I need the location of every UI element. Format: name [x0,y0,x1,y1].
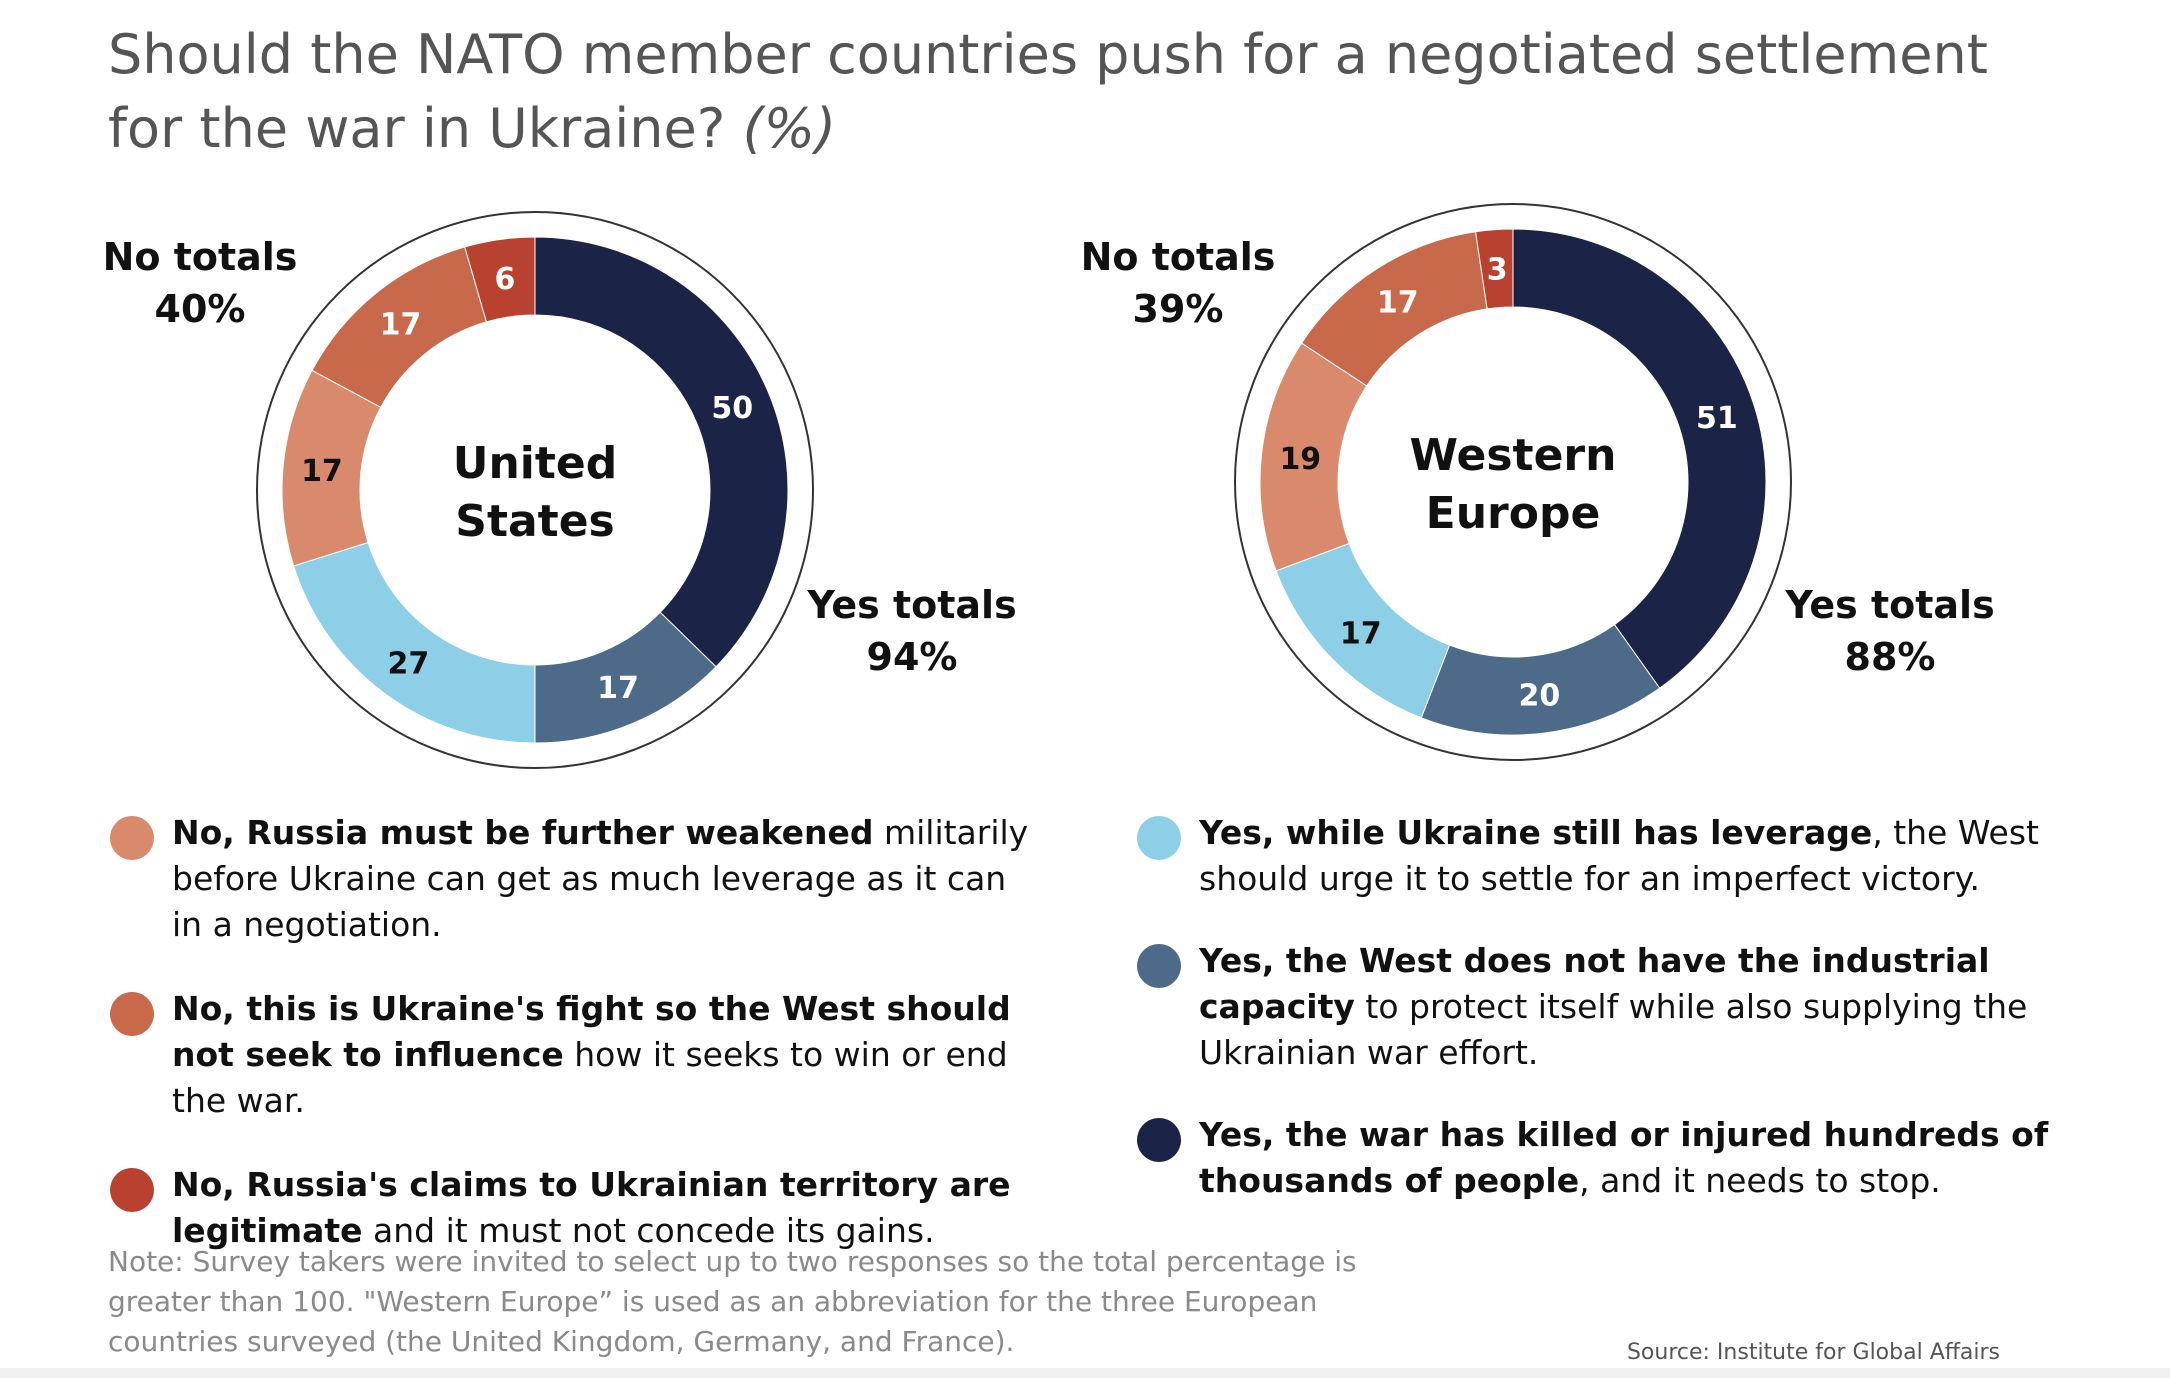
us-slice-label-no_weakened: 17 [301,454,343,489]
legend-swatch-no-claims-legit [110,1168,154,1212]
legend-swatch-yes-killed [1137,1118,1181,1162]
us-no-totals-value: 40% [155,287,246,331]
us-slice-yes_killed [534,236,789,668]
us-guide-ring [256,211,814,769]
legend-bold-no-claims-legit: No, Russia's claims to Ukrainian territo… [172,1165,1011,1250]
legend-text-yes-killed: , and it needs to stop. [1579,1161,1941,1200]
legend-swatch-no-weakened [110,816,154,860]
we-slice-label-no_weakened: 19 [1279,442,1321,477]
us-yes-totals-label: Yes totals [806,583,1016,627]
legend-item-yes-capacity: Yes, the West does not have the industri… [1137,938,2067,1076]
us-slice-label-yes_killed: 50 [711,391,753,426]
legend-yes: Yes, while Ukraine still has leverage, t… [1137,810,2067,1240]
we-slice-yes_killed [1512,228,1767,689]
legend-swatch-no-ukraines-fight [110,992,154,1036]
we-yes-totals-value: 88% [1845,635,1936,679]
legend-bold-no-weakened: No, Russia must be further weakened [172,813,874,852]
legend-bold-yes-leverage: Yes, while Ukraine still has leverage [1199,813,1873,852]
us-slice-no_claims_legit [464,236,536,323]
we-no-totals-value: 39% [1133,287,1224,331]
legend-item-no-claims-legit: No, Russia's claims to Ukrainian territo… [110,1162,1040,1254]
we-no-totals-label: No totals [1081,235,1276,279]
us-slice-label-no_claims_legit: 6 [495,262,516,297]
legend-item-no-weakened: No, Russia must be further weakened mili… [110,810,1040,948]
legend-text-no-weakened: militarily before Ukraine can get as muc… [172,813,1029,944]
we-yes-totals-label: Yes totals [1784,583,1994,627]
we-slice-label-yes_leverage: 17 [1340,616,1382,651]
we-slice-label-no_claims_legit: 3 [1487,253,1508,288]
we-slice-no_claims_legit [1475,228,1514,310]
bottom-divider [0,1368,2170,1378]
us-slice-yes_leverage [293,541,536,744]
us-slice-label-yes_capacity: 17 [597,671,639,706]
legend-text-yes-capacity: to protect itself while also supplying t… [1199,987,2028,1072]
legend-no: No, Russia must be further weakened mili… [110,810,1040,1292]
source-credit: Source: Institute for Global Affairs [1626,1340,2000,1365]
legend-item-yes-leverage: Yes, while Ukraine still has leverage, t… [1137,810,2067,902]
us-slice-label-no_ukraines_fight: 17 [380,308,422,343]
we-center-title-line-2: Europe [1426,488,1601,539]
title-unit: (%) [742,97,837,160]
we-slice-label-no_ukraines_fight: 17 [1377,286,1419,321]
us-center-title-line-1: United [453,438,618,489]
legend-swatch-yes-leverage [1137,816,1181,860]
legend-swatch-yes-capacity [1137,944,1181,988]
legend-item-no-ukraines-fight: No, this is Ukraine's fight so the West … [110,986,1040,1124]
us-slice-label-yes_leverage: 27 [388,647,430,682]
legend-text-no-claims-legit: and it must not concede its gains. [362,1211,935,1250]
footnote: Note: Survey takers were invited to sele… [108,1245,1357,1358]
chart-title: Should the NATO member countries push fo… [108,18,2008,166]
legend-item-yes-killed: Yes, the war has killed or injured hundr… [1137,1112,2067,1204]
title-text: Should the NATO member countries push fo… [108,23,1988,160]
us-no-totals-label: No totals [103,235,298,279]
donut-charts: 50 17 27 17 17 6 United States No totals 40% Yes t… [103,203,1995,769]
we-slice-label-yes_killed: 51 [1696,401,1738,436]
us-center-title-line-2: States [455,496,614,547]
legend-bold-no-ukraines-fight: No, this is Ukraine's fight so the West … [172,989,1011,1074]
legend-text-yes-leverage: , the West should urge it to settle for … [1199,813,2039,898]
we-guide-ring [1234,203,1792,761]
we-center-title-line-1: Western [1410,430,1617,481]
us-yes-totals-value: 94% [867,635,958,679]
we-slice-label-yes_capacity: 20 [1519,678,1561,713]
legend-bold-yes-killed: Yes, the war has killed or injured hundr… [1199,1115,2049,1200]
legend-bold-yes-capacity: Yes, the West does not have the industri… [1199,941,1990,1026]
legend-text-no-ukraines-fight: how it seeks to win or end the war. [172,1035,1008,1120]
